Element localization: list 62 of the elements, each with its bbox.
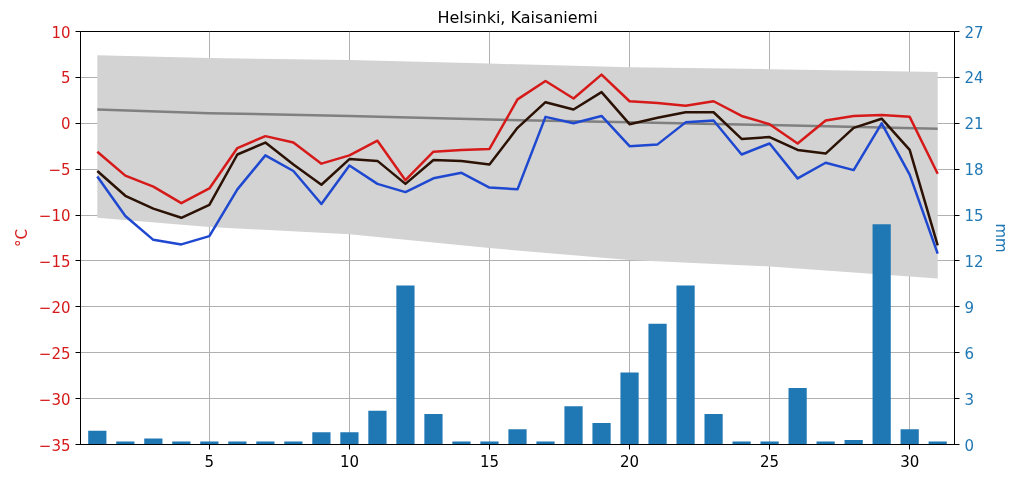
bar xyxy=(704,413,723,445)
x-tick-label: 5 xyxy=(204,452,215,471)
y2-tick-label: 3 xyxy=(964,390,975,409)
bar xyxy=(200,441,219,445)
bar xyxy=(424,413,443,445)
y-tick-label: −10 xyxy=(38,207,71,226)
bar xyxy=(592,423,611,445)
bar xyxy=(872,224,891,445)
y-tick-label: −5 xyxy=(48,161,71,180)
bar xyxy=(172,441,191,445)
y2-tick-label: 15 xyxy=(964,207,984,226)
bar xyxy=(648,323,667,445)
y-tick-label: 0 xyxy=(60,115,71,134)
bar xyxy=(816,441,835,445)
y-tick-label: 10 xyxy=(51,23,71,42)
bar xyxy=(676,285,695,445)
bar xyxy=(284,441,303,445)
bar xyxy=(452,441,471,445)
x-tick-label: 30 xyxy=(900,452,920,471)
y2-tick-label: 12 xyxy=(964,252,984,271)
y2-tick-label: 18 xyxy=(964,161,984,180)
bar xyxy=(760,441,779,445)
bar xyxy=(396,285,415,445)
y-tick-label: −15 xyxy=(38,252,71,271)
x-tick-label: 15 xyxy=(479,452,500,471)
y-tick-label: −30 xyxy=(38,390,71,409)
line-series xyxy=(96,114,939,255)
bar xyxy=(564,406,583,445)
bar xyxy=(116,441,135,445)
bar xyxy=(732,441,751,445)
bar xyxy=(928,441,947,445)
bar xyxy=(340,432,359,445)
y-axis-title: °C xyxy=(12,229,31,247)
y-tick-label: −20 xyxy=(38,298,71,317)
bar xyxy=(256,441,275,445)
y2-axis-title: mm xyxy=(991,223,1010,253)
bar xyxy=(368,410,387,445)
y2-tick-label: 24 xyxy=(964,69,984,88)
y2-tick-label: 27 xyxy=(964,23,984,42)
y-tick-label: −25 xyxy=(38,344,71,363)
bar xyxy=(620,372,639,445)
bar xyxy=(480,441,499,445)
y-tick-label: 5 xyxy=(60,69,71,88)
bar xyxy=(508,429,527,445)
chart-title: Helsinki, Kaisaniemi xyxy=(437,7,598,27)
bar xyxy=(900,429,919,445)
bar xyxy=(788,387,807,445)
y2-tick-label: 21 xyxy=(964,115,984,134)
y2-tick-label: 6 xyxy=(964,344,975,363)
y2-tick-label: 9 xyxy=(964,298,975,317)
bar xyxy=(88,430,107,445)
y-tick-label: −35 xyxy=(38,436,71,455)
bar xyxy=(536,441,555,445)
x-tick-label: 10 xyxy=(339,452,359,471)
bar xyxy=(228,441,247,445)
x-tick-label: 25 xyxy=(760,452,780,471)
x-tick-label: 20 xyxy=(620,452,640,471)
bar xyxy=(144,438,163,445)
line-series xyxy=(96,90,939,247)
y2-tick-label: 0 xyxy=(964,436,975,455)
bar xyxy=(312,432,331,445)
line-series xyxy=(96,73,939,205)
